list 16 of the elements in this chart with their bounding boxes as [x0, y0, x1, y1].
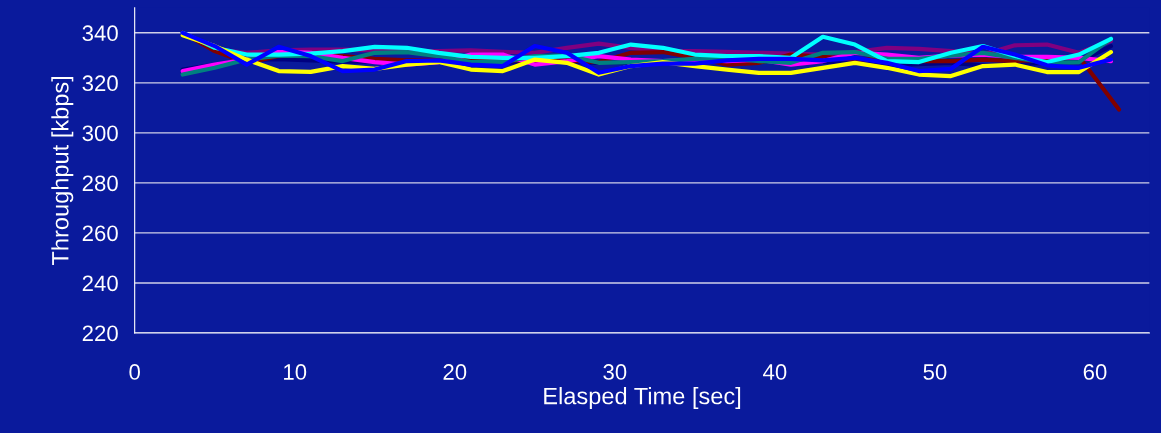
x-tick-label: 40: [763, 364, 787, 380]
x-tick-label: 20: [443, 364, 467, 380]
x-tick-label: 30: [603, 364, 627, 380]
y-tick-label: 320: [82, 75, 118, 92]
x-tick-label: 10: [284, 364, 307, 380]
y-tick-label: 240: [82, 275, 118, 292]
x-tick-label: 60: [1083, 364, 1107, 380]
y-axis-title: Throughput [kbps]: [51, 76, 74, 266]
x-tick-label: 0: [129, 364, 140, 380]
y-tick-label: 280: [82, 175, 118, 192]
y-tick-label: 300: [82, 125, 118, 142]
x-axis-title: Elasped Time [sec]: [544, 387, 741, 410]
y-tick-label: 260: [82, 225, 118, 242]
y-tick-label: 340: [82, 25, 118, 42]
y-tick-label: 220: [82, 325, 118, 342]
x-tick-label: 50: [923, 364, 947, 380]
